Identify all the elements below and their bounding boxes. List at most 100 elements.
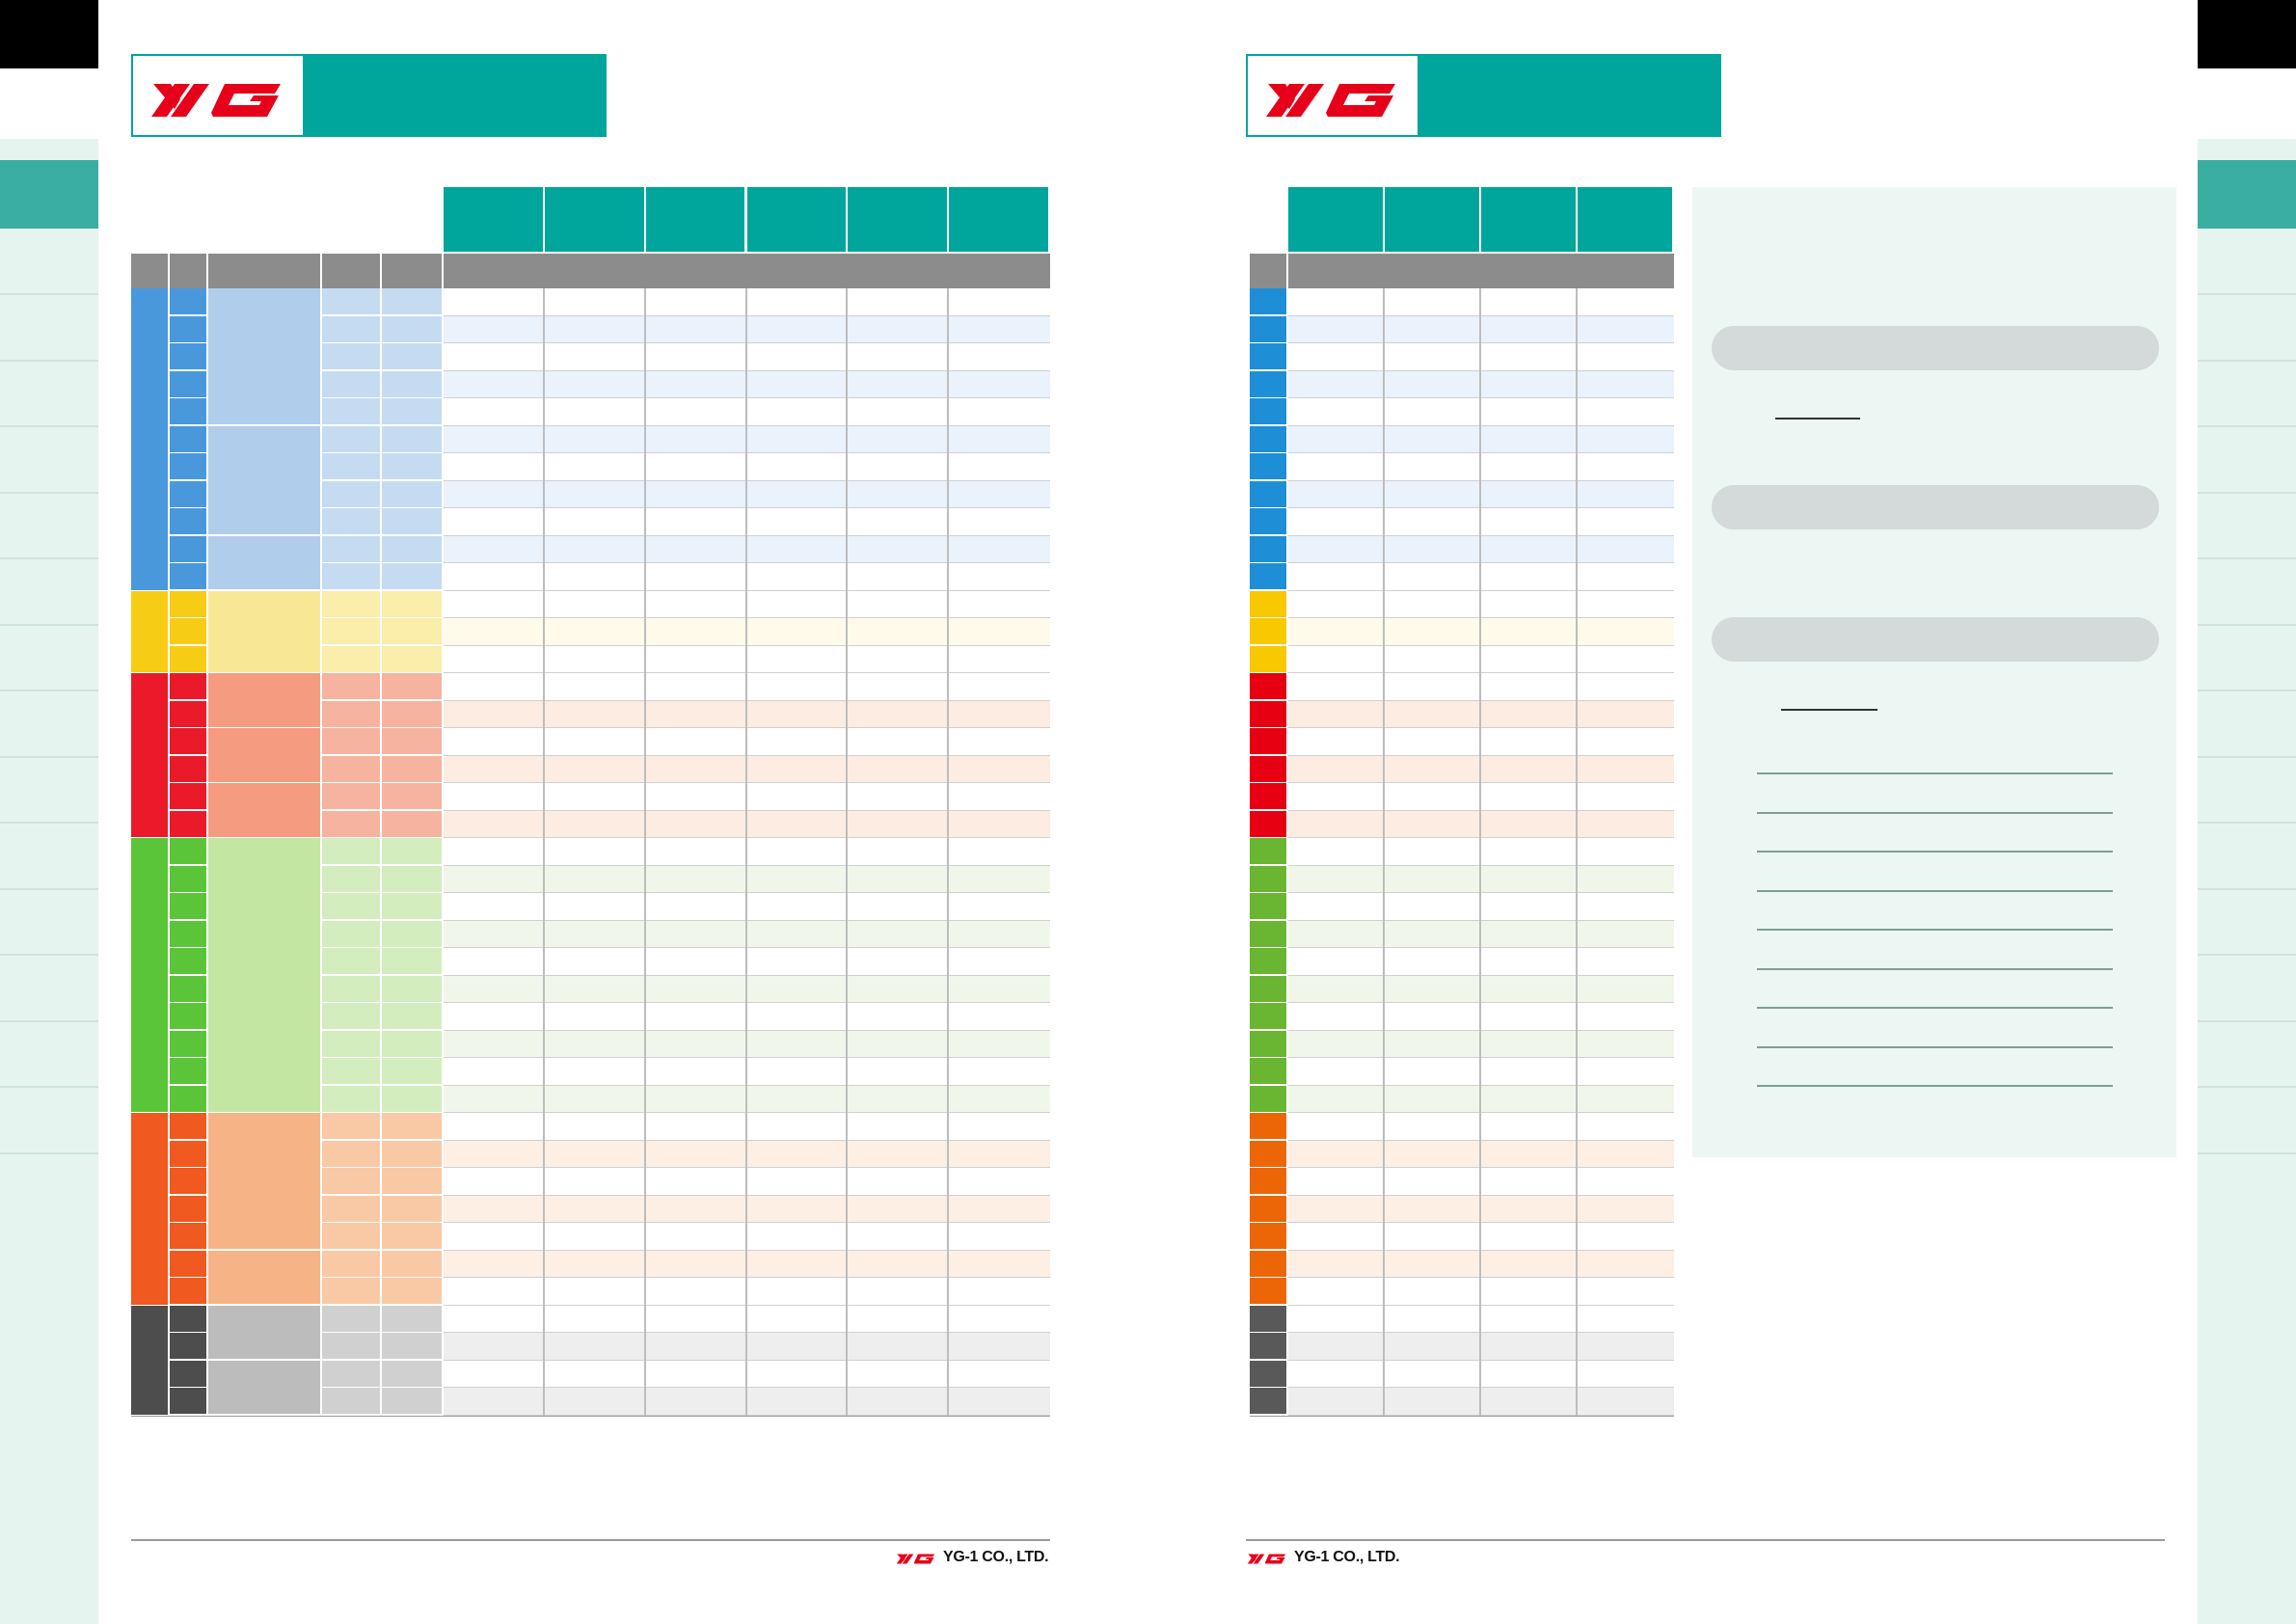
row-divider — [444, 1057, 1050, 1058]
group-value-cell — [382, 700, 442, 727]
table-row — [444, 1388, 1050, 1415]
group-value-cell — [322, 1223, 380, 1249]
table-row — [1288, 673, 1674, 700]
index-divider — [2198, 491, 2296, 494]
row-divider — [444, 1139, 1050, 1141]
cutting-conditions-table-right — [1250, 187, 1674, 1417]
index-divider — [0, 491, 98, 494]
column-header — [1385, 187, 1479, 252]
group-index-cell — [1250, 783, 1286, 809]
group-value-cell — [382, 783, 442, 809]
row-divider — [444, 837, 1050, 838]
index-divider — [2198, 293, 2296, 295]
subheader-cell — [382, 254, 442, 288]
table-row — [444, 1113, 1050, 1140]
yg-logo — [133, 56, 303, 135]
table-row — [1288, 315, 1674, 342]
index-divider — [2198, 887, 2296, 890]
group-index-cell — [1250, 508, 1286, 534]
row-divider — [444, 1194, 1050, 1196]
column-divider — [1383, 288, 1385, 1416]
row-divider — [1288, 1304, 1674, 1306]
index-divider — [2198, 359, 2296, 362]
group-index-cell — [1250, 1333, 1286, 1359]
table-row — [1288, 508, 1674, 535]
subheader-cell — [444, 254, 1050, 288]
group-index-cell — [1250, 343, 1286, 369]
group-value-cell — [322, 1003, 380, 1029]
row-divider — [1288, 1194, 1674, 1196]
row-divider — [444, 1029, 1050, 1031]
group-index-cell — [1250, 1388, 1286, 1414]
index-tab-active[interactable] — [2198, 160, 2296, 229]
note-line — [1757, 1007, 2113, 1009]
row-divider — [1288, 1084, 1674, 1086]
row-divider — [444, 1387, 1050, 1388]
row-divider — [444, 919, 1050, 921]
table-row — [444, 453, 1050, 480]
table-row — [1288, 618, 1674, 645]
group-index-cell — [170, 865, 206, 892]
row-divider — [1288, 1002, 1674, 1003]
group-value-cell — [382, 755, 442, 782]
group-color-band — [131, 1305, 168, 1415]
material-name-cell — [208, 535, 320, 589]
group-value-cell — [382, 1030, 442, 1057]
group-index-cell — [170, 783, 206, 809]
subheader-cell — [322, 254, 380, 288]
index-divider — [2198, 822, 2296, 824]
group-index-cell — [1250, 838, 1286, 864]
row-divider — [444, 397, 1050, 398]
group-value-cell — [382, 618, 442, 644]
group-index-cell — [1250, 810, 1286, 837]
group-value-cell — [322, 810, 380, 837]
table-row — [444, 590, 1050, 617]
company-name: YG-1 CO., LTD. — [943, 1549, 1049, 1565]
column-header — [848, 187, 948, 252]
group-value-cell — [382, 893, 442, 919]
index-divider — [0, 755, 98, 758]
table-row — [1288, 1388, 1674, 1415]
material-name-cell — [208, 590, 320, 672]
group-index-cell — [170, 1113, 206, 1139]
group-value-cell — [322, 1195, 380, 1222]
table-row — [1288, 590, 1674, 617]
group-index-cell — [170, 453, 206, 479]
group-index-cell — [170, 370, 206, 397]
group-index-cell — [1250, 673, 1286, 699]
row-divider — [1288, 1167, 1674, 1168]
table-row — [444, 728, 1050, 755]
group-index-cell — [1250, 865, 1286, 892]
subheader-cell — [170, 254, 206, 288]
subheader-cell — [208, 254, 320, 288]
group-index-cell — [170, 1085, 206, 1112]
group-index-cell — [170, 590, 206, 617]
note-line — [1757, 968, 2113, 970]
row-divider — [1288, 1414, 1674, 1416]
row-divider — [1288, 397, 1674, 398]
group-value-cell — [322, 315, 380, 342]
group-value-cell — [322, 563, 380, 589]
row-divider — [444, 1304, 1050, 1306]
table-row — [444, 618, 1050, 645]
index-divider — [2198, 623, 2296, 626]
group-index-cell — [1250, 1223, 1286, 1249]
row-divider — [444, 1277, 1050, 1278]
row-divider — [444, 1222, 1050, 1223]
group-index-cell — [1250, 563, 1286, 589]
table-row — [1288, 783, 1674, 810]
table-row — [1288, 453, 1674, 480]
group-value-cell — [322, 1278, 380, 1304]
group-index-cell — [1250, 1168, 1286, 1194]
group-index-cell — [1250, 728, 1286, 754]
row-divider — [444, 314, 1050, 316]
row-divider — [444, 617, 1050, 618]
index-divider — [2198, 557, 2296, 559]
index-tab-active[interactable] — [0, 160, 98, 229]
row-divider — [1288, 1387, 1674, 1388]
row-divider — [444, 727, 1050, 728]
group-value-cell — [322, 1305, 380, 1332]
table-row — [444, 370, 1050, 397]
group-value-cell — [382, 1058, 442, 1084]
table-row — [1288, 398, 1674, 425]
